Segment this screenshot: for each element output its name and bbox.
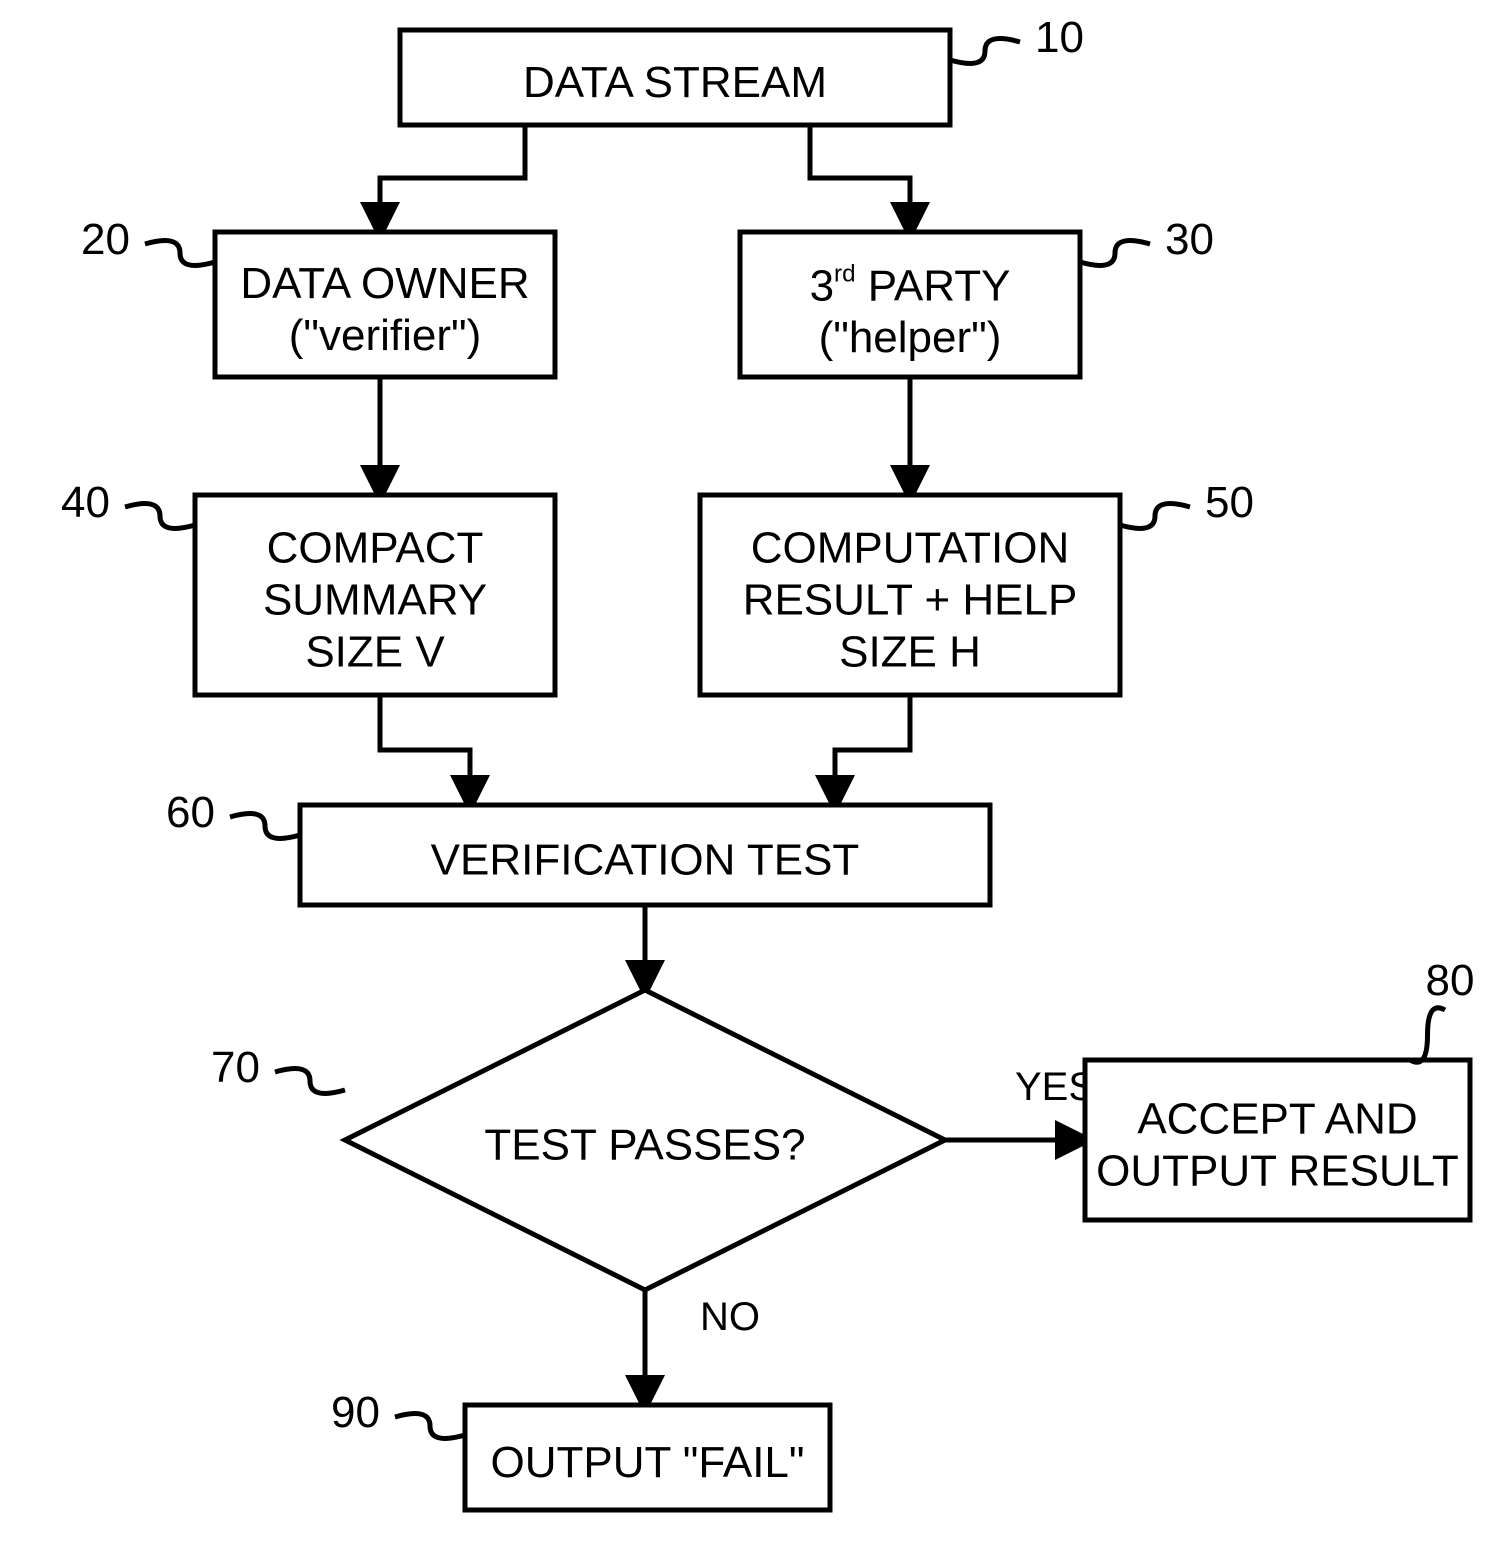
label-compact-summary-l1: SUMMARY: [263, 576, 487, 625]
callout-line: [230, 814, 300, 839]
callout-output-fail: 90: [331, 1388, 380, 1437]
callout-line: [1120, 504, 1190, 529]
flowchart-diagram: YESNODATA STREAM10DATA OWNER("verifier")…: [0, 0, 1486, 1562]
label-compact-summary-l2: SIZE V: [305, 628, 445, 677]
label-computation-result-l2: SIZE H: [839, 628, 981, 677]
callout-line: [125, 504, 195, 529]
callout-verification-test: 60: [166, 788, 215, 837]
label-output-fail-l0: OUTPUT "FAIL": [490, 1438, 804, 1487]
callout-computation-result: 50: [1205, 478, 1254, 527]
callout-compact-summary: 40: [61, 478, 110, 527]
label-computation-result-l0: COMPUTATION: [751, 524, 1070, 573]
edge-data-stream-third-party: [810, 125, 910, 232]
label-test-passes: TEST PASSES?: [484, 1121, 805, 1170]
label-data-stream-l0: DATA STREAM: [523, 58, 827, 107]
callout-line: [145, 241, 215, 266]
label-data-owner-l0: DATA OWNER: [240, 259, 529, 308]
label-accept-output-l0: ACCEPT AND: [1137, 1095, 1417, 1144]
callout-test-passes: 70: [211, 1043, 260, 1092]
label-third-party-l2: ("helper"): [819, 313, 1002, 362]
label-compact-summary-l0: COMPACT: [267, 524, 484, 573]
callout-line: [1410, 1008, 1445, 1062]
edge-compact-summary-verification-test: [380, 695, 470, 805]
label-data-owner-l1: ("verifier"): [289, 311, 482, 360]
callout-line: [275, 1069, 345, 1094]
callout-third-party: 30: [1165, 215, 1214, 264]
label-verification-test-l0: VERIFICATION TEST: [431, 836, 860, 885]
edge-computation-result-verification-test: [835, 695, 910, 805]
edge-data-stream-data-owner: [380, 125, 525, 232]
callout-data-owner: 20: [81, 215, 130, 264]
label-computation-result-l1: RESULT + HELP: [743, 576, 1078, 625]
callout-line: [395, 1414, 465, 1439]
label-accept-output-l1: OUTPUT RESULT: [1096, 1147, 1459, 1196]
callout-data-stream: 10: [1035, 13, 1084, 62]
callout-line: [950, 39, 1020, 64]
edge-label-no: NO: [700, 1295, 760, 1339]
callout-accept-output: 80: [1426, 956, 1475, 1005]
callout-line: [1080, 241, 1150, 266]
